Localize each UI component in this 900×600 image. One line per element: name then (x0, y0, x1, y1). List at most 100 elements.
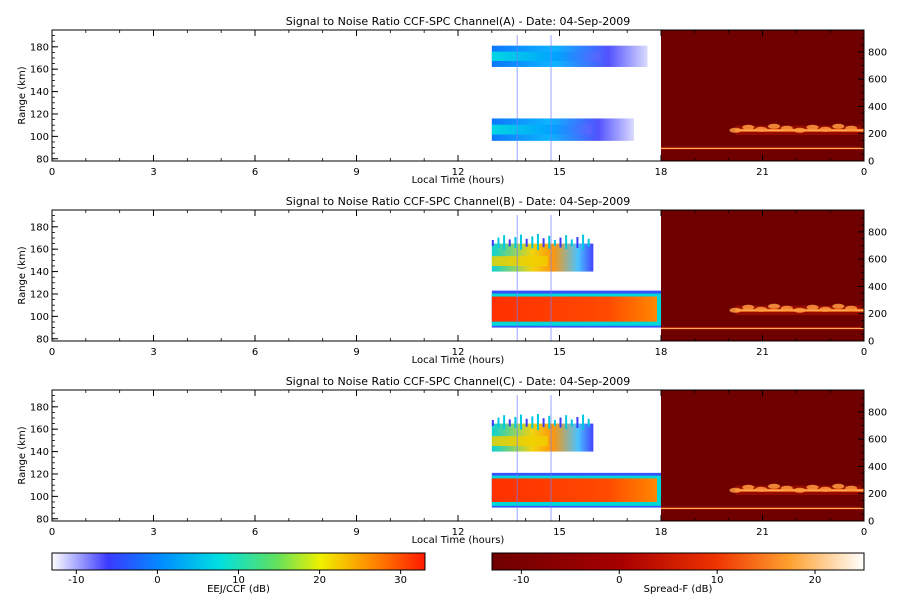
night-echo (729, 303, 864, 316)
y-right-tick-label: 800 (868, 227, 887, 238)
colorbar-label: Spread-F (dB) (644, 584, 713, 595)
x-tick-label: 18 (655, 527, 668, 538)
y-left-tick-label: 160 (30, 425, 49, 436)
x-tick-label: 9 (353, 527, 359, 538)
y-right-tick-label: 200 (868, 309, 887, 320)
x-tick-label: 6 (252, 167, 258, 178)
y-left-tick-label: 80 (36, 514, 49, 525)
x-tick-label: 9 (353, 347, 359, 358)
colorbar-tick-label: 20 (313, 575, 326, 586)
panel-title: Signal to Noise Ratio CCF-SPC Channel(B)… (286, 195, 630, 208)
day-echo (491, 472, 661, 508)
panels: Signal to Noise Ratio CCF-SPC Channel(A)… (17, 15, 887, 546)
y-right-tick-label: 600 (868, 75, 887, 86)
x-axis-label: Local Time (hours) (412, 535, 505, 546)
y-right-tick-label: 400 (868, 462, 887, 473)
night-echo (661, 326, 864, 331)
colorbar-label: EEJ/CCF (dB) (207, 584, 270, 595)
y-left-tick-label: 120 (30, 109, 49, 120)
y-axis-label: Range (km) (17, 66, 28, 124)
x-tick-label: 15 (553, 527, 566, 538)
night-echo (661, 506, 864, 511)
colorbar-tick-label: -10 (513, 575, 529, 586)
x-tick-label: 6 (252, 527, 258, 538)
x-tick-label: 3 (150, 347, 156, 358)
x-tick-label: 12 (452, 527, 465, 538)
day-echo (491, 413, 594, 452)
y-left-tick-label: 180 (30, 402, 49, 413)
night-echo (661, 146, 864, 151)
night-echo (729, 483, 864, 496)
x-tick-label: 15 (553, 347, 566, 358)
y-left-tick-label: 120 (30, 289, 49, 300)
colorbar-tick-label: 10 (711, 575, 724, 586)
x-tick-label: 3 (150, 167, 156, 178)
y-left-tick-label: 100 (30, 492, 49, 503)
colorbar-tick-label: 20 (809, 575, 822, 586)
x-tick-label: 3 (150, 527, 156, 538)
day-echo (491, 290, 661, 328)
x-tick-label: 12 (452, 167, 465, 178)
x-tick-label: 12 (452, 347, 465, 358)
y-left-tick-label: 140 (30, 447, 49, 458)
x-tick-label: 6 (252, 347, 258, 358)
y-right-tick-label: 0 (868, 337, 874, 348)
x-axis-label: Local Time (hours) (412, 355, 505, 366)
day-echo (491, 233, 594, 272)
y-right-tick-label: 200 (868, 489, 887, 500)
colorbar-tick-label: 10 (232, 575, 245, 586)
y-left-tick-label: 160 (30, 65, 49, 76)
y-right-tick-label: 800 (868, 407, 887, 418)
y-right-tick-label: 800 (868, 47, 887, 58)
colorbar-tick-label: -10 (68, 575, 84, 586)
colorbar-tick-label: 0 (616, 575, 622, 586)
y-right-tick-label: 200 (868, 129, 887, 140)
y-left-tick-label: 100 (30, 132, 49, 143)
x-tick-label: 0 (861, 347, 867, 358)
y-right-tick-label: 600 (868, 255, 887, 266)
x-tick-label: 18 (655, 167, 668, 178)
y-right-tick-label: 0 (868, 517, 874, 528)
panel-title: Signal to Noise Ratio CCF-SPC Channel(C)… (286, 375, 631, 388)
colorbar-spread-f: -10 0 10 20 Spread-F (dB) (491, 552, 865, 595)
y-right-tick-label: 400 (868, 282, 887, 293)
y-left-tick-label: 160 (30, 245, 49, 256)
colorbar-gradient (51, 552, 426, 571)
night-background (661, 390, 864, 521)
y-right-tick-label: 600 (868, 435, 887, 446)
y-left-tick-label: 80 (36, 334, 49, 345)
night-background (661, 210, 864, 341)
colorbars: -10 0 10 20 30 EEJ/CCF (dB) -10 0 10 20 Spread-F (… (51, 552, 865, 595)
x-tick-label: 9 (353, 167, 359, 178)
y-left-tick-label: 180 (30, 42, 49, 53)
colorbar-gradient (491, 552, 865, 571)
x-tick-label: 18 (655, 347, 668, 358)
y-right-tick-label: 400 (868, 102, 887, 113)
colorbar-tick-label: 0 (154, 575, 160, 586)
y-axis-label: Range (km) (17, 426, 28, 484)
x-tick-label: 0 (861, 527, 867, 538)
x-tick-label: 15 (553, 167, 566, 178)
colorbar-tick-label: 30 (394, 575, 407, 586)
y-left-tick-label: 100 (30, 312, 49, 323)
y-left-tick-label: 180 (30, 222, 49, 233)
colorbar-eej: -10 0 10 20 30 EEJ/CCF (dB) (51, 552, 426, 595)
y-left-tick-label: 140 (30, 87, 49, 98)
panel-c: Signal to Noise Ratio CCF-SPC Channel(C)… (17, 375, 887, 546)
x-tick-label: 0 (861, 167, 867, 178)
x-tick-label: 21 (756, 527, 769, 538)
night-echo (729, 123, 864, 136)
x-tick-label: 21 (756, 347, 769, 358)
y-left-tick-label: 80 (36, 154, 49, 165)
y-left-tick-label: 120 (30, 469, 49, 480)
x-tick-label: 0 (49, 347, 55, 358)
day-echo (491, 118, 634, 141)
y-right-tick-label: 0 (868, 157, 874, 168)
x-tick-label: 21 (756, 167, 769, 178)
y-left-tick-label: 140 (30, 267, 49, 278)
night-background (661, 30, 864, 161)
x-axis-label: Local Time (hours) (412, 175, 505, 186)
day-echo (491, 45, 648, 67)
y-axis-label: Range (km) (17, 246, 28, 304)
